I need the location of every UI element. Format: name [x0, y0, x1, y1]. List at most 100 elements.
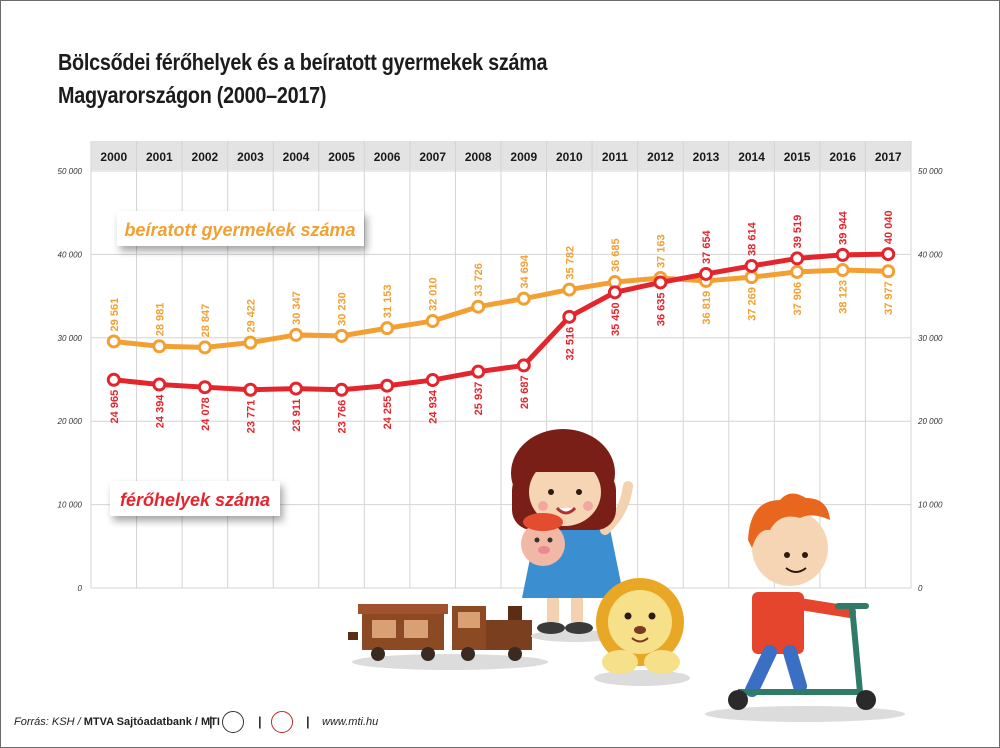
data-label: 24 965	[109, 390, 121, 424]
data-label: 23 766	[337, 400, 349, 434]
data-label: 36 635	[655, 292, 667, 326]
data-point	[516, 291, 531, 306]
lion-illustration	[594, 578, 690, 686]
data-point	[516, 358, 531, 373]
y-tick-label-left: 10 000	[58, 501, 83, 510]
year-label: 2012	[647, 150, 674, 164]
y-tick-label-left: 0	[78, 584, 83, 593]
data-point	[835, 263, 850, 278]
year-label: 2009	[510, 150, 537, 164]
data-point	[744, 270, 759, 285]
data-label: 34 694	[519, 254, 531, 289]
data-label: 24 255	[382, 396, 394, 430]
data-label: 23 911	[291, 399, 303, 432]
legend-enrolled: beíratott gyermekek száma	[117, 211, 364, 246]
y-tick-label-left: 20 000	[57, 417, 83, 426]
series: 29 561 24 965 28 981 24 394 28 847 24 078 29 4…	[106, 210, 896, 434]
y-tick-label-right: 30 000	[918, 334, 943, 343]
data-point	[790, 251, 805, 266]
data-label: 30 347	[291, 291, 303, 325]
year-label: 2006	[374, 150, 401, 164]
data-label: 36 819	[701, 291, 713, 325]
boy-illustration	[705, 493, 905, 722]
data-point	[289, 327, 303, 342]
data-label: 24 934	[428, 389, 440, 424]
data-point	[471, 299, 486, 314]
data-label: 32 010	[428, 277, 440, 311]
girl-illustration	[511, 429, 633, 642]
train-illustration	[348, 604, 548, 670]
data-label: 33 726	[473, 263, 485, 297]
data-point	[197, 380, 212, 395]
data-label: 37 163	[655, 234, 667, 268]
source-prefix: Forrás: KSH /	[14, 716, 84, 728]
data-label: 37 269	[747, 287, 759, 321]
data-point	[881, 264, 896, 279]
year-label: 2011	[602, 150, 628, 164]
y-tick-label-left: 30 000	[58, 334, 83, 343]
y-tick-label-left: 50 000	[58, 167, 83, 176]
data-label: 29 422	[245, 299, 257, 333]
y-tick-label-right: 0	[918, 584, 923, 593]
data-label: 35 782	[564, 246, 576, 280]
separator-2: |	[258, 714, 262, 729]
data-point	[881, 247, 896, 262]
source-line: Forrás: KSH / MTVA Sajtóadatbank / MTI	[14, 716, 220, 728]
year-label: 2014	[738, 150, 765, 164]
data-point	[289, 381, 303, 396]
svg-text:beíratott gyermekek száma: beíratott gyermekek száma	[124, 220, 355, 240]
data-label: 35 450	[610, 302, 622, 336]
data-point	[243, 335, 258, 350]
data-point	[106, 334, 121, 349]
data-label: 32 516	[564, 327, 576, 361]
year-label: 2001	[146, 150, 173, 164]
data-point	[380, 321, 395, 336]
data-point	[562, 309, 577, 324]
website-link[interactable]: www.mti.hu	[322, 716, 379, 728]
data-label: 39 944	[838, 210, 850, 245]
year-label: 2017	[875, 150, 902, 164]
data-label: 24 394	[154, 394, 166, 429]
year-label: 2016	[829, 150, 856, 164]
year-label: 2010	[556, 150, 583, 164]
legend-places: férőhelyek száma	[110, 481, 280, 516]
year-label: 2013	[693, 150, 720, 164]
data-label: 37 977	[883, 281, 895, 315]
data-point	[152, 339, 167, 354]
data-label: 38 614	[747, 221, 759, 256]
data-point	[744, 258, 759, 273]
data-point	[471, 364, 486, 379]
y-tick-label-left: 40 000	[58, 250, 83, 259]
y-tick-label-right: 50 000	[918, 167, 943, 176]
data-point	[607, 285, 622, 300]
svg-text:férőhelyek száma: férőhelyek száma	[120, 490, 270, 510]
mtva-logo-icon	[222, 711, 244, 733]
data-point	[790, 264, 805, 279]
y-axis-ticks: 0 0 10 000 10 000 20 000 20 000 30 000 30 000 40…	[57, 167, 943, 593]
mti-logo-icon	[271, 711, 293, 733]
series-line-1	[111, 251, 891, 393]
year-label: 2003	[237, 150, 264, 164]
year-label: 2000	[100, 150, 127, 164]
title-line-2: Magyarországon (2000–2017)	[58, 82, 327, 108]
data-point	[243, 382, 258, 397]
title-line-1: Bölcsődei férőhelyek és a beíratott gyer…	[58, 49, 548, 75]
data-label: 30 230	[337, 292, 349, 326]
data-label: 28 847	[200, 304, 212, 338]
data-label: 29 561	[109, 298, 121, 332]
data-point	[106, 372, 121, 387]
data-label: 37 654	[701, 229, 713, 264]
year-label: 2005	[328, 150, 355, 164]
year-label: 2008	[465, 150, 492, 164]
data-label: 25 937	[473, 382, 485, 416]
data-label: 24 078	[200, 397, 212, 431]
data-point	[152, 377, 167, 392]
separator-1: |	[209, 714, 213, 729]
data-point	[425, 373, 440, 388]
year-label: 2002	[192, 150, 219, 164]
year-label: 2007	[419, 150, 446, 164]
y-tick-label-right: 40 000	[918, 250, 943, 259]
separator-3: |	[306, 714, 310, 729]
data-label: 37 906	[792, 282, 804, 316]
